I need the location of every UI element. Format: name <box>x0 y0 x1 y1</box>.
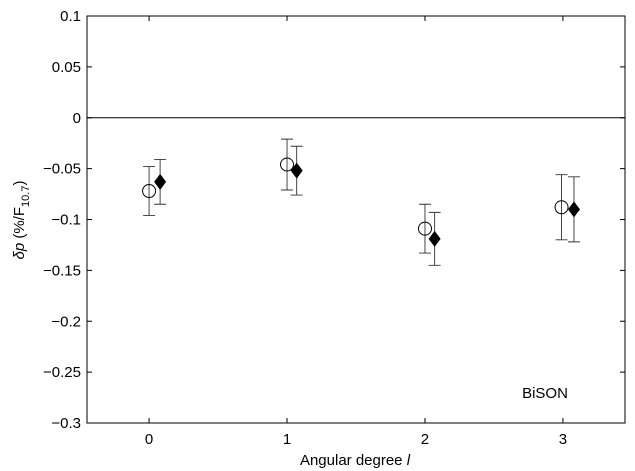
x-tick-label: 2 <box>421 431 429 448</box>
plot-frame <box>86 15 626 424</box>
x-tick-label: 0 <box>145 431 153 448</box>
y-tick-label: −0.3 <box>51 415 81 432</box>
marker-circle <box>280 157 295 172</box>
marker-circle <box>142 184 157 199</box>
marker-diamond <box>428 230 441 247</box>
y-axis-label: δp (%/F10.7) <box>11 181 32 260</box>
error-bar <box>143 166 156 216</box>
annotation: BiSON <box>522 385 568 402</box>
marker-circle <box>417 221 432 236</box>
y-tick-label: −0.25 <box>43 364 81 381</box>
y-tick-label: −0.05 <box>43 161 81 178</box>
error-bar <box>281 138 294 191</box>
marker-diamond <box>290 162 303 179</box>
y-tick-label: −0.15 <box>43 262 81 279</box>
y-tick-label: 0.05 <box>52 59 81 76</box>
x-axis-label: Angular degree l <box>300 452 411 469</box>
y-tick-label: 0.1 <box>60 8 81 25</box>
marker-diamond <box>567 201 580 218</box>
x-tick-label: 3 <box>559 431 567 448</box>
y-tick-label: −0.1 <box>51 212 81 229</box>
error-bar <box>555 174 568 241</box>
x-tick-label: 1 <box>283 431 291 448</box>
marker-diamond <box>154 173 167 190</box>
y-tick-label: −0.2 <box>51 313 81 330</box>
marker-circle <box>554 200 569 215</box>
y-tick-label: 0 <box>73 110 81 127</box>
error-bar <box>418 203 431 254</box>
